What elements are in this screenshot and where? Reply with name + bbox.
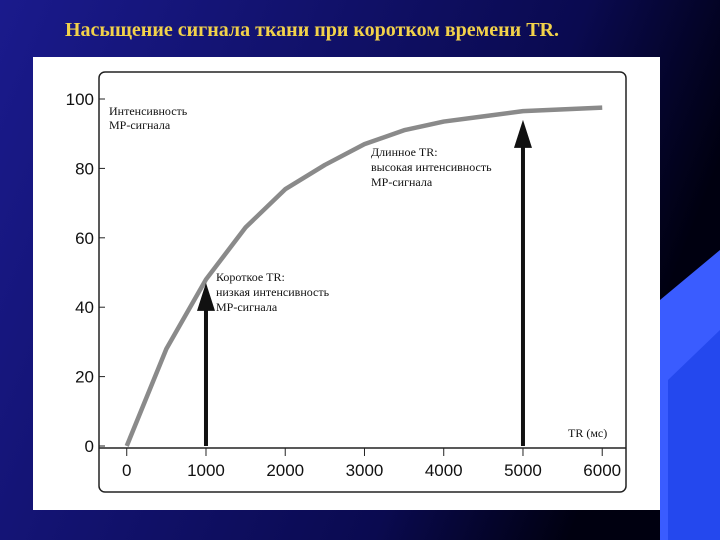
annotation: высокая интенсивность [371, 160, 492, 174]
arrow-head [196, 282, 215, 311]
annotation: низкая интенсивность [216, 285, 330, 299]
decoration [668, 330, 720, 540]
x-tick-label: 6000 [583, 461, 621, 480]
data-line [124, 105, 603, 447]
slide-title: Насыщение сигнала ткани при коротком вре… [65, 19, 559, 41]
y-tick-label: 80 [75, 159, 94, 178]
x-tick-label: 5000 [504, 461, 542, 480]
x-tick-label: 1000 [187, 461, 225, 480]
annotation: Длинное TR: [371, 145, 438, 159]
annotation: Короткое TR: [216, 270, 285, 284]
plot-frame [98, 71, 627, 493]
y-axis-label: Интенсивность [109, 104, 188, 118]
y-tick-label: 0 [85, 437, 94, 456]
y-tick-label: 60 [75, 229, 94, 248]
x-tick-label: 3000 [346, 461, 384, 480]
x-tick-label: 2000 [266, 461, 304, 480]
x-axis-label: TR (мс) [568, 426, 607, 440]
arrow-head [513, 119, 532, 148]
x-tick-label: 0 [122, 461, 131, 480]
annotation: МР-сигнала [216, 300, 278, 314]
annotation: МР-сигнала [371, 175, 433, 189]
y-tick-label: 20 [75, 368, 94, 387]
chart-panel [33, 57, 660, 510]
y-tick-label: 40 [75, 298, 94, 317]
y-axis-label: МР-сигнала [109, 118, 171, 132]
x-tick-label: 4000 [425, 461, 463, 480]
y-tick-label: 100 [66, 90, 94, 109]
